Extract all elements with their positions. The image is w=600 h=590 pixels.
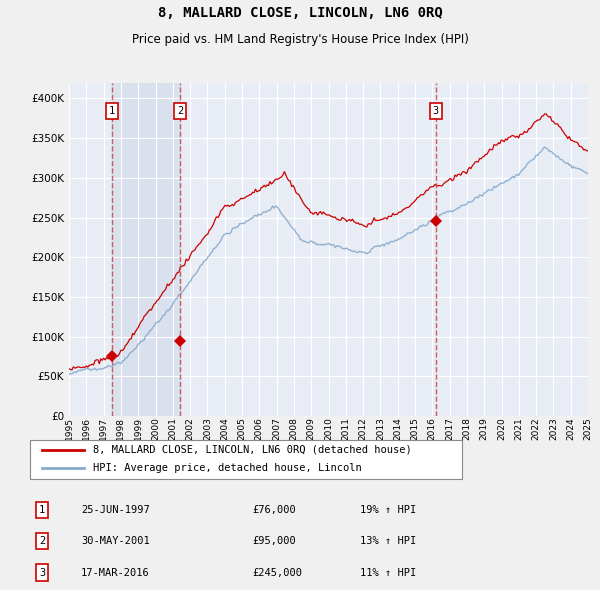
Text: 3: 3	[39, 568, 45, 578]
Text: £76,000: £76,000	[252, 505, 296, 515]
Text: 1: 1	[109, 106, 115, 116]
Text: 1: 1	[39, 505, 45, 515]
FancyBboxPatch shape	[30, 440, 462, 478]
Text: 17-MAR-2016: 17-MAR-2016	[81, 568, 150, 578]
Text: HPI: Average price, detached house, Lincoln: HPI: Average price, detached house, Linc…	[93, 463, 362, 473]
Text: 25-JUN-1997: 25-JUN-1997	[81, 505, 150, 515]
Text: 19% ↑ HPI: 19% ↑ HPI	[360, 505, 416, 515]
Text: £95,000: £95,000	[252, 536, 296, 546]
Text: 2: 2	[177, 106, 183, 116]
Text: 13% ↑ HPI: 13% ↑ HPI	[360, 536, 416, 546]
Text: 11% ↑ HPI: 11% ↑ HPI	[360, 568, 416, 578]
Text: 2: 2	[39, 536, 45, 546]
Text: Price paid vs. HM Land Registry's House Price Index (HPI): Price paid vs. HM Land Registry's House …	[131, 32, 469, 45]
Text: 3: 3	[433, 106, 439, 116]
Bar	[112, 83, 180, 416]
Text: 8, MALLARD CLOSE, LINCOLN, LN6 0RQ (detached house): 8, MALLARD CLOSE, LINCOLN, LN6 0RQ (deta…	[93, 445, 412, 455]
Text: £245,000: £245,000	[252, 568, 302, 578]
Text: 30-MAY-2001: 30-MAY-2001	[81, 536, 150, 546]
Text: 8, MALLARD CLOSE, LINCOLN, LN6 0RQ: 8, MALLARD CLOSE, LINCOLN, LN6 0RQ	[158, 5, 442, 19]
